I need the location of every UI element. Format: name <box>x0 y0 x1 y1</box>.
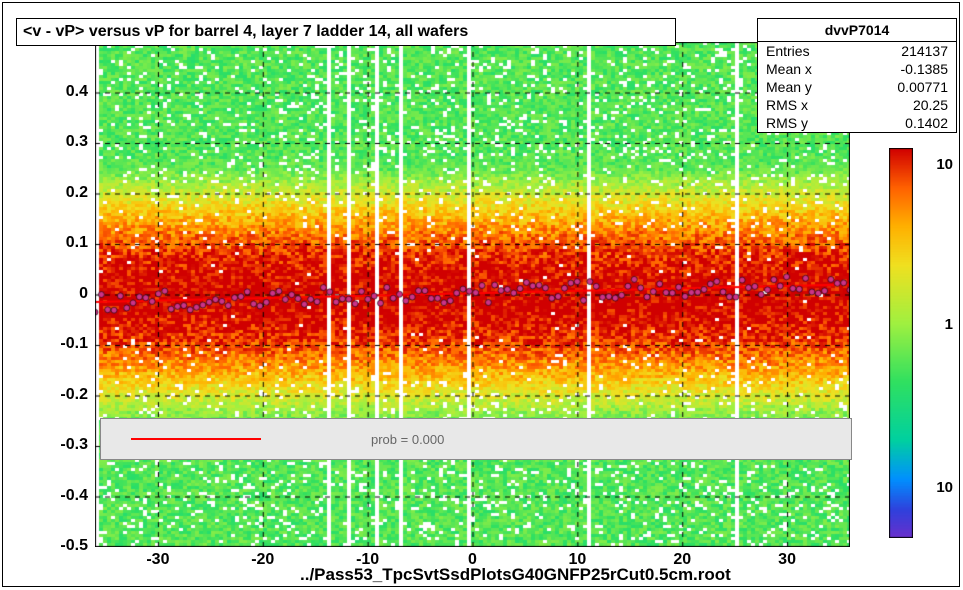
y-tick-label: 0.1 <box>28 234 88 252</box>
stats-row: Mean y 0.00771 <box>758 78 956 96</box>
legend-line-icon <box>131 438 261 440</box>
file-caption: ../Pass53_TpcSvtSsdPlotsG40GNFP25rCut0.5… <box>300 565 731 585</box>
colorbar <box>889 148 913 538</box>
y-tick-label: 0.3 <box>28 133 88 151</box>
stats-value: 20.25 <box>913 97 948 113</box>
stats-label: Mean x <box>766 61 812 77</box>
colorbar-tick-label: 10 <box>936 156 953 173</box>
y-tick-label: -0.2 <box>28 386 88 404</box>
y-tick-label: 0.4 <box>28 83 88 101</box>
x-tick-label: -20 <box>251 551 274 569</box>
stats-row: Mean x -0.1385 <box>758 60 956 78</box>
chart-title: <v - vP> versus vP for barrel 4, layer 7… <box>16 18 676 46</box>
y-tick-label: -0.1 <box>28 335 88 353</box>
stats-row: Entries 214137 <box>758 42 956 60</box>
stats-label: RMS x <box>766 97 808 113</box>
colorbar-tick-label: 10 <box>936 479 953 496</box>
stats-header: dvvP7014 <box>758 19 956 42</box>
y-tick-label: -0.4 <box>28 487 88 505</box>
y-tick-label: 0.2 <box>28 184 88 202</box>
title-text: <v - vP> versus vP for barrel 4, layer 7… <box>23 23 468 41</box>
heatmap-canvas <box>95 42 850 547</box>
stats-row: RMS y 0.1402 <box>758 114 956 132</box>
y-tick-label: 0 <box>28 285 88 303</box>
colorbar-canvas <box>889 148 913 538</box>
y-tick-label: -0.3 <box>28 436 88 454</box>
stats-label: RMS y <box>766 115 808 131</box>
legend-text: prob = 0.000 <box>371 432 444 447</box>
x-tick-label: -30 <box>146 551 169 569</box>
stats-row: RMS x 20.25 <box>758 96 956 114</box>
stats-label: Mean y <box>766 79 812 95</box>
fit-legend: prob = 0.000 <box>100 418 852 460</box>
stats-panel: dvvP7014 Entries214137Mean x-0.1385Mean … <box>757 18 957 133</box>
plot-area <box>95 42 850 547</box>
stats-value: 0.1402 <box>905 115 948 131</box>
colorbar-tick-label: 1 <box>945 316 953 333</box>
stats-value: 214137 <box>901 43 948 59</box>
stats-value: -0.1385 <box>901 61 948 77</box>
y-tick-label: -0.5 <box>28 537 88 555</box>
stats-label: Entries <box>766 43 810 59</box>
stats-value: 0.00771 <box>897 79 948 95</box>
x-tick-label: 30 <box>778 551 796 569</box>
